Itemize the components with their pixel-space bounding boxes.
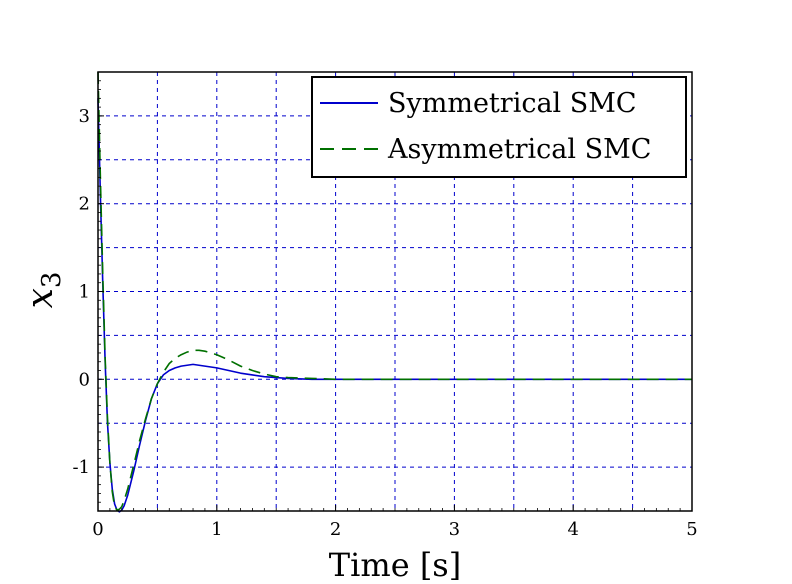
y-tick-label: 0 [79,369,90,390]
y-axis-label-subscript: 3 [37,272,67,289]
legend-box [311,76,687,178]
legend-label-symmetrical: Symmetrical SMC [388,88,637,119]
x-tick-label: 2 [330,519,341,540]
legend: Symmetrical SMC Asymmetrical SMC [311,76,687,178]
series-layer [97,71,692,513]
x-axis-label: Time [s] [329,546,461,584]
x-tick-label: 4 [567,519,578,540]
y-axis-label-base: x [20,288,61,308]
x-tick-label: 3 [449,519,460,540]
y-tick-label: 2 [79,194,90,215]
x-tick-label: 1 [211,519,222,540]
x-tick-label: 5 [686,519,697,540]
series-line-asymmetrical [97,71,692,511]
y-tick-label: 1 [79,282,90,303]
y-tick-label: 3 [79,106,90,127]
y-axis-label: x3 [20,272,67,309]
x-tick-label: 0 [92,519,103,540]
plot-frame [97,71,693,512]
legend-label-asymmetrical: Asymmetrical SMC [387,134,651,165]
y-tick-label: -1 [72,457,90,478]
